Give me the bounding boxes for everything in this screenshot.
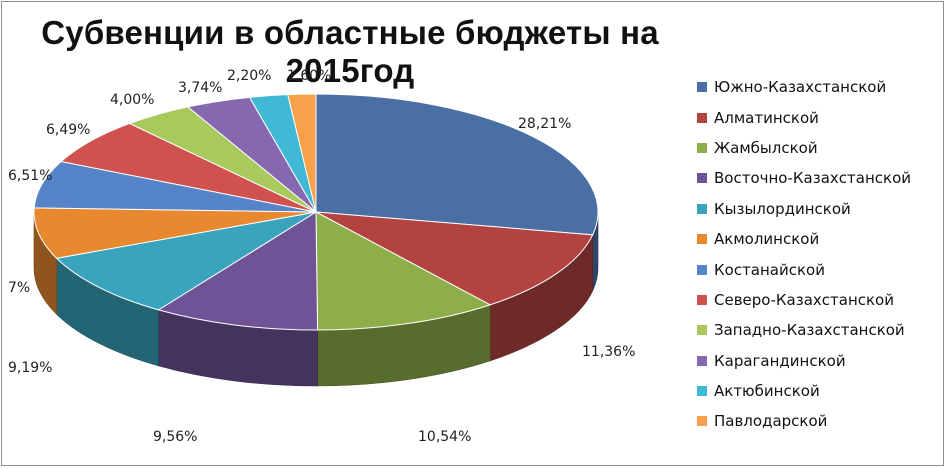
legend-swatch [697,112,707,123]
legend-item: Костанайской [697,254,937,284]
legend-swatch [697,294,707,305]
legend-item: Западно-Казахстанской [697,315,937,345]
legend-swatch [697,325,707,336]
legend-swatch [697,142,707,153]
data-label-7: 6,51% [8,168,52,184]
legend-label: Костанайской [714,260,825,279]
legend-label: Павлодарской [714,412,828,431]
legend-label: Актюбинской [714,382,820,401]
data-label-11: 2,20% [227,68,271,84]
legend-label: Западно-Казахстанской [714,321,905,340]
legend-swatch [697,203,707,214]
legend-item: Северо-Казахстанской [697,285,937,315]
legend-item: Жамбылской [697,133,937,163]
legend-item: Кызылординской [697,194,937,224]
legend-item: Восточно-Казахстанской [697,163,937,193]
legend-item: Южно-Казахстанской [697,72,937,102]
legend-label: Карагандинской [714,351,846,370]
pie-slice-8 [60,122,317,213]
pie-slices [33,93,599,331]
legend-item: Павлодарской [697,406,937,436]
legend-swatch [697,416,707,427]
pie-slice-7 [33,160,317,213]
legend-label: Южно-Казахстанской [714,78,887,97]
pie-slice-12 [287,93,317,213]
legend-swatch [697,173,707,184]
chart-legend: Южно-Казахстанской Алматинской Жамбылской В… [697,72,937,437]
legend-label: Акмолинской [714,230,820,249]
pie-slice-5 [55,211,317,311]
legend-label: Жамбылской [714,138,818,157]
legend-item: Актюбинской [697,376,937,406]
legend-label: Северо-Казахстанской [714,290,894,309]
data-label-2: 11,36% [582,344,635,360]
pie-slice-1 [315,93,599,236]
legend-label: Кызылординской [714,199,851,218]
data-label-8: 6,49% [46,122,90,138]
data-label-12: 1,60% [287,68,331,84]
pie-slice-6 [33,207,317,259]
legend-item: Алматинской [697,102,937,132]
legend-swatch [697,82,707,93]
data-label-4: 9,56% [153,429,197,445]
data-label-1: 28,21% [518,116,571,132]
data-label-6: 7% [8,280,30,296]
data-label-3: 10,54% [418,429,471,445]
legend-label: Восточно-Казахстанской [714,169,911,188]
legend-item: Карагандинской [697,346,937,376]
legend-swatch [697,386,707,397]
data-label-5: 9,19% [8,360,52,376]
legend-swatch [697,355,707,366]
data-label-10: 3,74% [178,80,222,96]
data-labels: 28,21% 11,36% 10,54% 9,56% 9,19% 7% 6,51% 6,49%… [8,68,635,445]
legend-swatch [697,264,707,275]
legend-item: Акмолинской [697,224,937,254]
chart-title: Субвенции в областные бюджеты на 2015год [41,14,659,89]
pie-slice-3 [315,211,492,331]
data-label-9: 4,00% [110,92,154,108]
legend-label: Алматинской [714,108,819,127]
pie-slice-2 [315,211,594,306]
legend-swatch [697,234,707,245]
pie-slice-4 [157,211,319,331]
